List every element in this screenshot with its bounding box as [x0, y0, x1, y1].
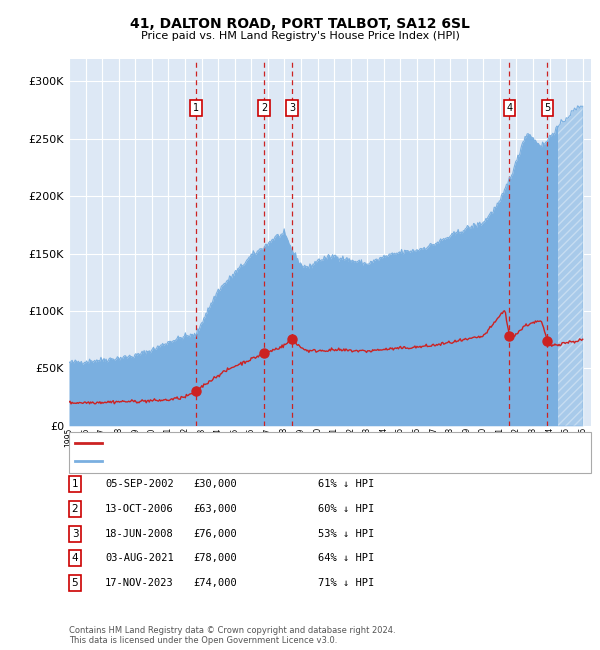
- Text: 2: 2: [261, 103, 268, 113]
- Text: £76,000: £76,000: [193, 528, 237, 539]
- Text: 17-NOV-2023: 17-NOV-2023: [105, 578, 174, 588]
- Text: 60% ↓ HPI: 60% ↓ HPI: [318, 504, 374, 514]
- Text: 1: 1: [193, 103, 199, 113]
- Text: 1: 1: [71, 479, 79, 489]
- Text: £30,000: £30,000: [193, 479, 237, 489]
- Text: 4: 4: [506, 103, 512, 113]
- Text: This data is licensed under the Open Government Licence v3.0.: This data is licensed under the Open Gov…: [69, 636, 337, 645]
- Text: 61% ↓ HPI: 61% ↓ HPI: [318, 479, 374, 489]
- Text: 18-JUN-2008: 18-JUN-2008: [105, 528, 174, 539]
- Text: 3: 3: [71, 528, 79, 539]
- Text: 41, DALTON ROAD, PORT TALBOT, SA12 6SL: 41, DALTON ROAD, PORT TALBOT, SA12 6SL: [130, 17, 470, 31]
- Text: 03-AUG-2021: 03-AUG-2021: [105, 553, 174, 564]
- Text: 53% ↓ HPI: 53% ↓ HPI: [318, 528, 374, 539]
- Text: 5: 5: [71, 578, 79, 588]
- Text: 4: 4: [71, 553, 79, 564]
- Text: 05-SEP-2002: 05-SEP-2002: [105, 479, 174, 489]
- Text: 3: 3: [289, 103, 295, 113]
- Text: £78,000: £78,000: [193, 553, 237, 564]
- Text: 2: 2: [71, 504, 79, 514]
- Text: HPI: Average price, detached house, Neath Port Talbot: HPI: Average price, detached house, Neat…: [106, 456, 371, 466]
- Text: 64% ↓ HPI: 64% ↓ HPI: [318, 553, 374, 564]
- Text: £63,000: £63,000: [193, 504, 237, 514]
- Text: 13-OCT-2006: 13-OCT-2006: [105, 504, 174, 514]
- Text: Contains HM Land Registry data © Crown copyright and database right 2024.: Contains HM Land Registry data © Crown c…: [69, 626, 395, 635]
- Text: 71% ↓ HPI: 71% ↓ HPI: [318, 578, 374, 588]
- Text: 41, DALTON ROAD, PORT TALBOT, SA12 6SL (detached house): 41, DALTON ROAD, PORT TALBOT, SA12 6SL (…: [106, 438, 409, 448]
- Text: 5: 5: [544, 103, 551, 113]
- Text: £74,000: £74,000: [193, 578, 237, 588]
- Text: Price paid vs. HM Land Registry's House Price Index (HPI): Price paid vs. HM Land Registry's House …: [140, 31, 460, 41]
